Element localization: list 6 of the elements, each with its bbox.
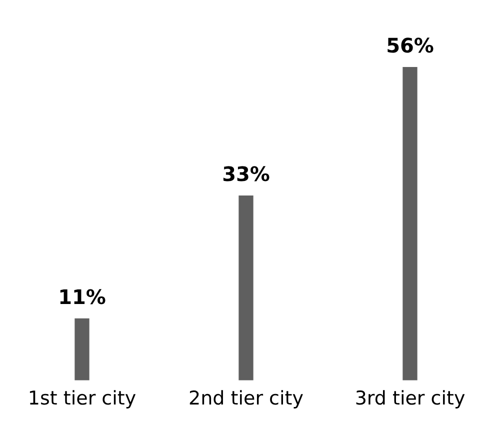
x-tick-label: 3rd tier city <box>354 388 466 410</box>
data-label: 11% <box>58 284 106 309</box>
data-label: 56% <box>386 34 434 58</box>
x-tick-label: 1st tier city <box>28 388 136 410</box>
x-tick-label: 2nd tier city <box>188 388 304 410</box>
data-label: 33% <box>222 162 270 186</box>
